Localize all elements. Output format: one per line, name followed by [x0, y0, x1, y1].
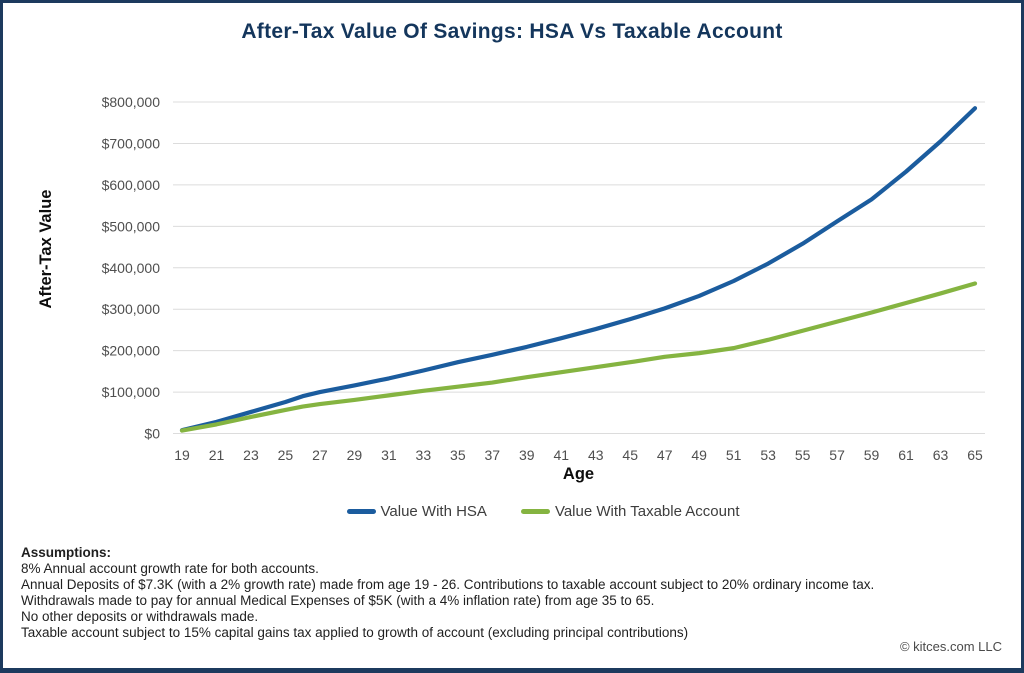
x-tick-label: 65 — [967, 447, 983, 463]
y-tick-label: $800,000 — [102, 94, 161, 110]
x-tick-label: 33 — [416, 447, 432, 463]
x-tick-label: 27 — [312, 447, 328, 463]
legend-item-taxable: Value With Taxable Account — [520, 502, 740, 520]
y-tick-label: $500,000 — [102, 218, 161, 234]
taxable-line-swatch — [520, 508, 550, 514]
hsa-line-swatch — [346, 508, 376, 514]
x-tick-label: 39 — [519, 447, 535, 463]
x-tick-label: 63 — [933, 447, 949, 463]
assumptions-block: Assumptions: 8% Annual account growth ra… — [21, 545, 1007, 642]
y-tick-label: $100,000 — [102, 384, 161, 400]
y-tick-label: $700,000 — [102, 135, 161, 151]
y-tick-label: $0 — [144, 426, 160, 442]
chart-title: After-Tax Value Of Savings: HSA Vs Taxab… — [241, 20, 783, 43]
x-tick-label: 61 — [898, 447, 914, 463]
x-tick-label: 37 — [485, 447, 501, 463]
x-tick-label: 31 — [381, 447, 397, 463]
x-tick-label: 25 — [278, 447, 294, 463]
y-tick-label: $200,000 — [102, 343, 161, 359]
y-tick-label: $300,000 — [102, 301, 161, 317]
assumption-line: 8% Annual account growth rate for both a… — [21, 561, 319, 577]
copyright-notice: © kitces.com LLC — [899, 639, 1002, 654]
x-tick-label: 47 — [657, 447, 673, 463]
x-tick-label: 41 — [553, 447, 569, 463]
x-tick-label: 55 — [795, 447, 811, 463]
legend-label-hsa: Value With HSA — [380, 502, 487, 520]
x-tick-label: 49 — [691, 447, 707, 463]
y-tick-label: $600,000 — [102, 177, 161, 193]
chart-svg: $0 $100,000 $200,000 $300,000 $400,000 $500,0… — [37, 94, 985, 483]
assumptions-heading: Assumptions: — [21, 545, 112, 560]
legend-label-taxable: Value With Taxable Account — [554, 502, 740, 520]
series-line-taxable — [179, 281, 978, 433]
assumption-line: Annual Deposits of $7.3K (with a 2% grow… — [21, 577, 875, 593]
x-tick-label: 57 — [829, 447, 845, 463]
assumption-line: Taxable account subject to 15% capital g… — [21, 625, 689, 641]
x-tick-label: 29 — [347, 447, 363, 463]
x-tick-label: 35 — [450, 447, 466, 463]
x-tick-label: 43 — [588, 447, 604, 463]
series-line-hsa — [179, 106, 978, 433]
y-tick-label: $400,000 — [102, 260, 161, 276]
x-tick-label: 21 — [209, 447, 225, 463]
x-tick-label: 45 — [622, 447, 638, 463]
x-tick-label: 23 — [243, 447, 259, 463]
x-axis-title: Age — [563, 465, 594, 483]
x-tick-label: 19 — [174, 447, 190, 463]
chart-legend: Value With HSA Value With Taxable Accoun… — [3, 500, 1021, 522]
assumption-line: No other deposits or withdrawals made. — [21, 609, 259, 625]
y-axis-title: After-Tax Value — [37, 190, 55, 309]
assumption-line: Withdrawals made to pay for annual Medic… — [21, 593, 655, 609]
x-tick-label: 59 — [864, 447, 880, 463]
x-tick-label: 53 — [760, 447, 776, 463]
x-tick-label: 51 — [726, 447, 742, 463]
legend-item-hsa: Value With HSA — [346, 502, 487, 520]
